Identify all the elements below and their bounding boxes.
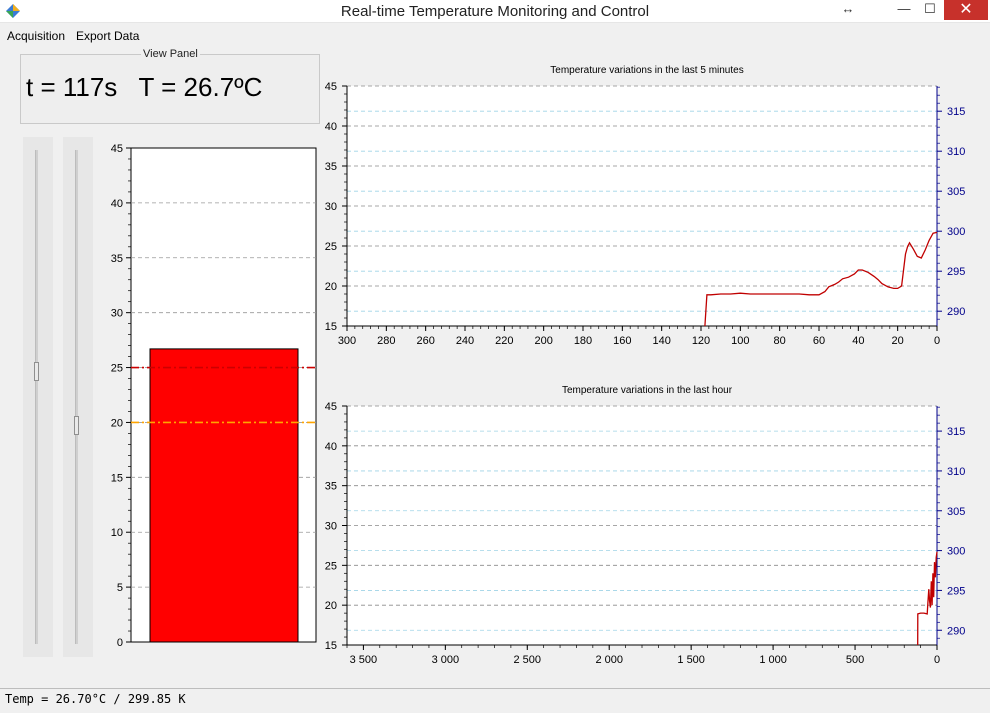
- chart-5min-ytick-label: 15: [325, 321, 337, 333]
- chart-5min-xtick-label: 180: [574, 335, 592, 347]
- chart-5min-ytick-label: 30: [325, 201, 337, 213]
- chart-5min-xtick-label: 40: [852, 335, 864, 347]
- status-text: Temp = 26.70°C / 299.85 K: [5, 692, 186, 706]
- chart-5min-xtick-label: 120: [692, 335, 710, 347]
- chart-5min-xtick-label: 60: [813, 335, 825, 347]
- chart-5min-title: Temperature variations in the last 5 min…: [550, 65, 743, 76]
- bar-tick-label: 40: [111, 198, 123, 210]
- bar-tick-label: 10: [111, 527, 123, 539]
- temperature-readout: T = 26.7ºC: [138, 72, 263, 102]
- chart-hour-y2tick-label: 300: [947, 546, 965, 558]
- resize-icon[interactable]: ↔: [841, 1, 855, 16]
- chart-5min-ytick-label: 45: [325, 81, 337, 93]
- bar-tick-label: 5: [117, 582, 123, 594]
- chart-5min-y2tick-label: 310: [947, 146, 965, 158]
- setpoint-high-slider-track[interactable]: [35, 150, 38, 644]
- minimize-button[interactable]: —: [897, 1, 911, 16]
- bar-tick-label: 20: [111, 417, 123, 429]
- menu-acquisition[interactable]: Acquisition: [7, 29, 66, 43]
- chart-last-hour: Temperature variations in the last hour 1…: [325, 385, 966, 666]
- chart-5min-xtick-label: 140: [652, 335, 670, 347]
- chart-hour-y2tick-label: 315: [947, 426, 965, 438]
- time-readout: t = 117s: [26, 72, 118, 102]
- chart-hour-ytick-label: 25: [325, 560, 337, 572]
- setpoint-high-slider-thumb[interactable]: [34, 361, 39, 381]
- chart-hour-xtick-label: 1 000: [759, 654, 787, 666]
- chart-hour-xtick-label: 2 000: [595, 654, 623, 666]
- chart-hour-ytick-label: 30: [325, 521, 337, 533]
- chart-hour-ytick-label: 40: [325, 441, 337, 453]
- chart-hour-xtick-label: 2 500: [514, 654, 542, 666]
- chart-5min-xtick-label: 300: [338, 335, 356, 347]
- chart-hour-xtick-label: 1 500: [677, 654, 705, 666]
- bar-tick-label: 15: [111, 472, 123, 484]
- chart-5min-xtick-label: 80: [774, 335, 786, 347]
- setpoint-low-slider-track[interactable]: [75, 150, 78, 644]
- menu-bar: Acquisition Export Data: [0, 26, 990, 46]
- menu-export-data[interactable]: Export Data: [76, 29, 140, 43]
- chart-5min-y2tick-label: 305: [947, 186, 965, 198]
- view-panel-legend: View Panel: [143, 48, 198, 60]
- chart-5min-xtick-label: 220: [495, 335, 513, 347]
- view-panel: View Panel: [20, 48, 320, 124]
- chart-hour-temperature-line: [917, 551, 938, 646]
- chart-5min-xtick-label: 260: [416, 335, 434, 347]
- chart-5min-y2tick-label: 290: [947, 306, 965, 318]
- chart-5min-xtick-label: 240: [456, 335, 474, 347]
- chart-hour-ytick-label: 45: [325, 401, 337, 413]
- chart-hour-ytick-label: 20: [325, 600, 337, 612]
- chart-hour-ytick-label: 35: [325, 481, 337, 493]
- chart-hour-xtick-label: 0: [934, 654, 940, 666]
- chart-hour-y2tick-label: 310: [947, 466, 965, 478]
- chart-5min-y2tick-label: 300: [947, 226, 965, 238]
- chart-5min-xtick-label: 200: [534, 335, 552, 347]
- maximize-button[interactable]: ☐: [924, 1, 936, 16]
- charts-canvas: 0 5 10 15 20 25 30 35 40 45 Temperature variation…: [111, 65, 966, 666]
- setpoint-low-slider-thumb[interactable]: [74, 416, 79, 436]
- chart-5min-temperature-line: [704, 231, 938, 327]
- window-title: Real-time Temperature Monitoring and Con…: [340, 3, 650, 20]
- chart-5min-y2tick-label: 315: [947, 106, 965, 118]
- chart-5min-xtick-label: 280: [377, 335, 395, 347]
- chart-5min-xtick-label: 100: [731, 335, 749, 347]
- chart-hour-xtick-label: 500: [846, 654, 864, 666]
- chart-hour-title: Temperature variations in the last hour: [562, 385, 733, 396]
- close-button[interactable]: ✕: [944, 0, 988, 20]
- chart-5min-xtick-label: 20: [892, 335, 904, 347]
- status-bar: Temp = 26.70°C / 299.85 K: [0, 688, 990, 713]
- readout: t = 117s T = 26.7ºC: [26, 72, 316, 103]
- bar-tick-label: 45: [111, 143, 123, 155]
- chart-hour-y2tick-label: 290: [947, 625, 965, 637]
- temperature-bar: [149, 348, 299, 643]
- temperature-bar-chart: 0 5 10 15 20 25 30 35 40 45: [111, 143, 317, 649]
- setpoint-high-slider-panel: [23, 137, 53, 657]
- chart-5min-xtick-label: 0: [934, 335, 940, 347]
- chart-5min-ytick-label: 40: [325, 121, 337, 133]
- chart-hour-y2tick-label: 295: [947, 585, 965, 597]
- chart-5min-y2tick-label: 295: [947, 266, 965, 278]
- chart-hour-xtick-label: 3 000: [432, 654, 460, 666]
- chart-hour-ytick-label: 15: [325, 640, 337, 652]
- bar-tick-label: 35: [111, 253, 123, 265]
- chart-5min-ytick-label: 20: [325, 281, 337, 293]
- bar-tick-label: 25: [111, 363, 123, 375]
- chart-last-5-minutes: Temperature variations in the last 5 min…: [325, 65, 966, 347]
- chart-5min-ytick-label: 35: [325, 161, 337, 173]
- chart-5min-ytick-label: 25: [325, 241, 337, 253]
- app-icon: [6, 4, 20, 18]
- chart-hour-xtick-label: 3 500: [350, 654, 378, 666]
- bar-tick-label: 30: [111, 308, 123, 320]
- bar-tick-label: 0: [117, 637, 123, 649]
- title-bar: Real-time Temperature Monitoring and Con…: [0, 0, 990, 23]
- chart-5min-xtick-label: 160: [613, 335, 631, 347]
- setpoint-low-slider-panel: [63, 137, 93, 657]
- chart-hour-y2tick-label: 305: [947, 506, 965, 518]
